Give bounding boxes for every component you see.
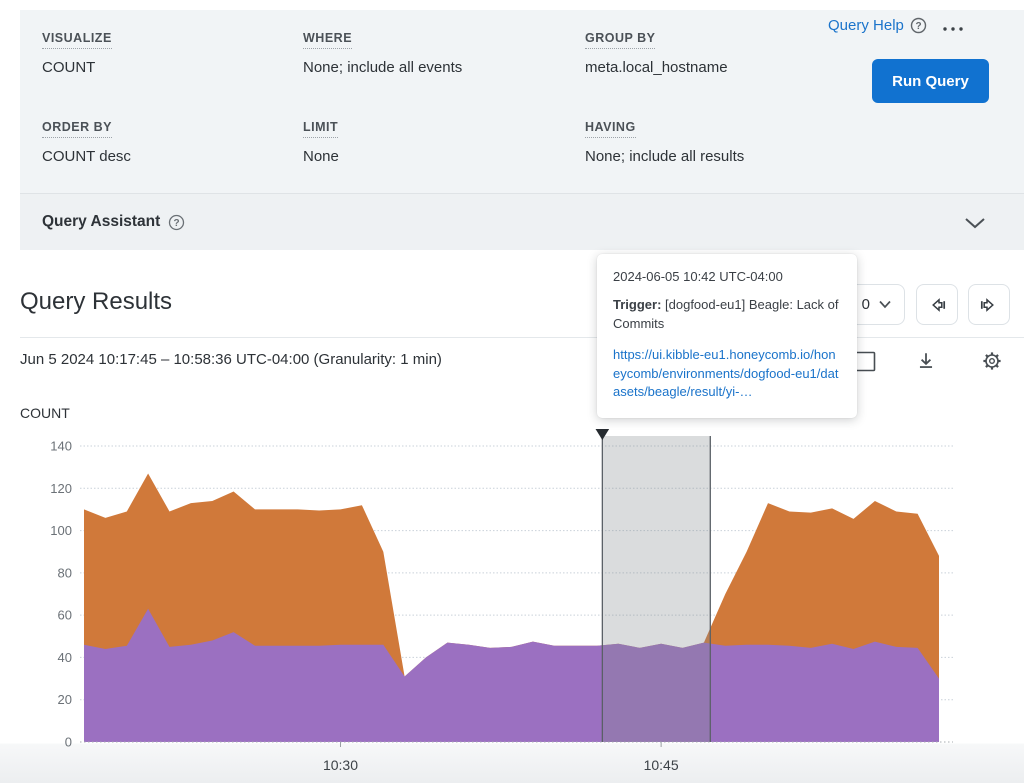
x-tick-label: 10:45 (644, 757, 679, 773)
previous-window-button[interactable] (916, 284, 958, 325)
query-help-label: Query Help (828, 17, 904, 34)
step-back-arrow-icon (927, 295, 947, 315)
overflow-menu-button[interactable] (941, 21, 967, 37)
clause-label: LIMIT (303, 120, 338, 138)
download-button[interactable] (915, 349, 937, 373)
tooltip-timestamp: 2024-06-05 10:42 UTC-04:00 (613, 269, 841, 284)
gear-icon (980, 349, 1004, 373)
query-assistant-title: Query Assistant (42, 213, 160, 231)
svg-text:?: ? (915, 21, 921, 32)
page-title: Query Results (20, 288, 172, 316)
results-chart[interactable]: 0 20 40 60 80 100 120 140 10:30 10:45 (0, 395, 1024, 783)
clause-value: None; include all events (303, 59, 462, 76)
clause-label: WHERE (303, 31, 352, 49)
clause-label: VISUALIZE (42, 31, 112, 49)
y-tick-label: 120 (50, 481, 72, 496)
step-forward-arrow-icon (979, 295, 999, 315)
download-icon (915, 349, 937, 373)
clause-value: None; include all results (585, 148, 744, 165)
x-axis-strip (0, 744, 1024, 783)
y-tick-label: 100 (50, 523, 72, 538)
y-tick-label: 140 (50, 439, 72, 454)
clause-limit[interactable]: LIMIT None (303, 118, 339, 165)
tooltip-trigger-text: Trigger: [dogfood-eu1] Beagle: Lack of C… (613, 296, 841, 334)
clause-value: meta.local_hostname (585, 59, 728, 76)
svg-text:?: ? (174, 218, 180, 229)
y-tick-label: 20 (58, 692, 72, 707)
chevron-down-icon[interactable] (964, 216, 986, 234)
clause-visualize[interactable]: VISUALIZE COUNT (42, 29, 112, 76)
y-tick-label: 60 (58, 608, 72, 623)
section-divider (20, 337, 1024, 338)
clause-label: GROUP BY (585, 31, 655, 49)
y-tick-label: 40 (58, 650, 72, 665)
query-help-link[interactable]: Query Help ? (828, 17, 927, 34)
x-tick-label: 10:30 (323, 757, 358, 773)
clause-group-by[interactable]: GROUP BY meta.local_hostname (585, 29, 728, 76)
honeycomb-query-page: VISUALIZE COUNT WHERE None; include all … (0, 0, 1024, 783)
clause-label: ORDER BY (42, 120, 112, 138)
clause-label: HAVING (585, 120, 636, 138)
y-tick-label: 0 (65, 735, 72, 750)
clause-value: COUNT desc (42, 148, 131, 165)
next-window-button[interactable] (968, 284, 1010, 325)
run-query-button[interactable]: Run Query (872, 59, 989, 103)
settings-button[interactable] (980, 349, 1004, 373)
chevron-down-icon (878, 300, 892, 309)
dropdown-value: 0 (862, 296, 870, 313)
clause-order-by[interactable]: ORDER BY COUNT desc (42, 118, 131, 165)
y-tick-label: 80 (58, 565, 72, 580)
selection-band[interactable] (602, 436, 710, 742)
ellipsis-icon (941, 25, 965, 33)
question-circle-icon[interactable]: ? (168, 214, 185, 231)
clause-where[interactable]: WHERE None; include all events (303, 29, 462, 76)
question-circle-icon: ? (910, 17, 927, 34)
clause-having[interactable]: HAVING None; include all results (585, 118, 744, 165)
query-assistant-bar[interactable]: Query Assistant ? (20, 193, 1024, 250)
time-range-text: Jun 5 2024 10:17:45 – 10:58:36 UTC-04:00… (20, 351, 442, 368)
clause-value: COUNT (42, 59, 112, 76)
tooltip-trigger-link[interactable]: https://ui.kibble-eu1.honeycomb.io/honey… (613, 346, 841, 403)
query-builder-panel: VISUALIZE COUNT WHERE None; include all … (20, 10, 1024, 193)
chart-tooltip: 2024-06-05 10:42 UTC-04:00 Trigger: [dog… (597, 254, 857, 418)
clause-value: None (303, 148, 339, 165)
